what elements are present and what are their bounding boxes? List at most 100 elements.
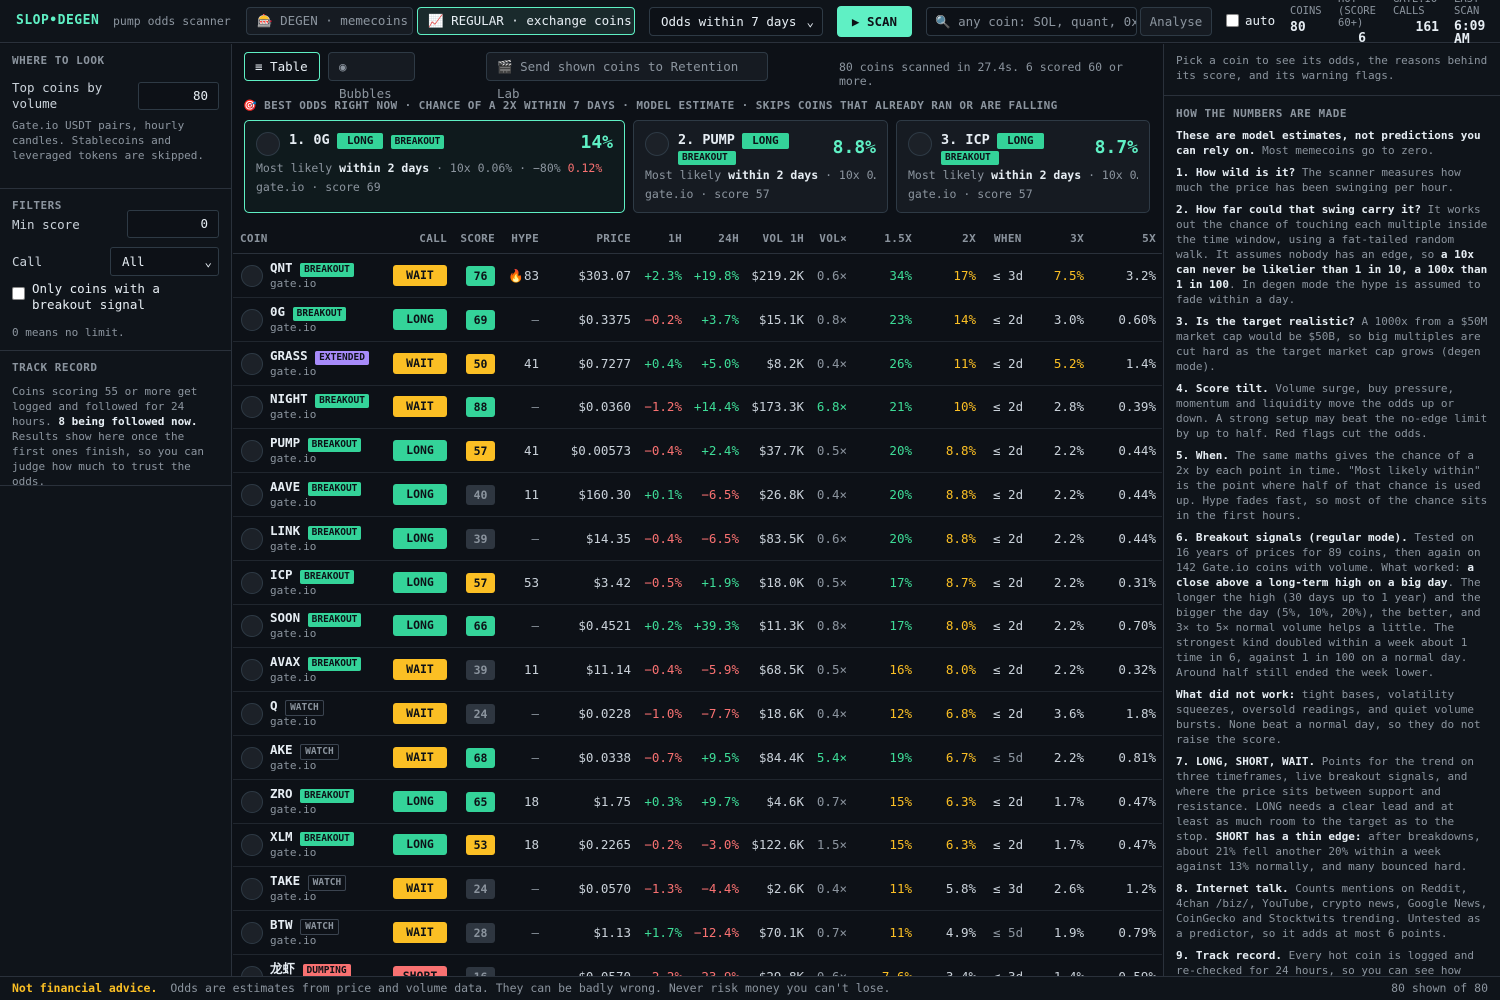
- column-header[interactable]: 24H: [718, 232, 739, 245]
- score-badge: 88: [466, 397, 495, 418]
- coin-search-input[interactable]: 🔍 any coin: SOL, quant, 0x: [926, 7, 1137, 36]
- column-header[interactable]: CALL: [419, 232, 447, 245]
- scan-summary: 80 coins scanned in 27.4s. 6 scored 60 o…: [839, 60, 1123, 88]
- auto-checkbox[interactable]: [1226, 14, 1239, 27]
- coin-symbol: GRASS: [270, 347, 308, 363]
- column-header[interactable]: SCORE: [460, 232, 495, 245]
- column-header[interactable]: VOL×: [819, 232, 847, 245]
- table-row[interactable]: AVAX BREAKOUT gate.io WAIT 39 11 $11.14 −0.4% −…: [233, 648, 1162, 693]
- scan-button[interactable]: ▶ SCAN: [837, 6, 912, 37]
- coin-avatar: [241, 703, 263, 725]
- column-header[interactable]: 1.5X: [884, 232, 912, 245]
- table-row[interactable]: QNT BREAKOUT gate.io WAIT 76 🔥83 $303.07 +2.3%…: [233, 254, 1162, 298]
- mode-regular-button[interactable]: 📈 REGULAR · exchange coins: [417, 7, 635, 35]
- mode-degen-button[interactable]: 🎰 DEGEN · memecoins: [246, 7, 413, 35]
- breakout-only-checkbox[interactable]: [12, 287, 25, 300]
- odds-5x: 0.70%: [1118, 618, 1156, 634]
- call-badge: LONG: [393, 834, 447, 856]
- table-row[interactable]: ZRO BREAKOUT gate.io LONG 65 18 $1.75 +0.3% +9.…: [233, 780, 1162, 824]
- coin-avatar: [241, 878, 263, 901]
- odds-5x: 0.44%: [1118, 443, 1156, 459]
- price-value: $0.4521: [578, 618, 631, 634]
- call-filter-select[interactable]: All ⌄: [110, 247, 219, 276]
- table-row[interactable]: NIGHT BREAKOUT gate.io WAIT 88 — $0.0360 −1.2%…: [233, 385, 1162, 430]
- volume-1h: $18.0K: [758, 574, 804, 590]
- when-value: ≤ 2d: [993, 574, 1024, 590]
- when-value: ≤ 3d: [993, 955, 1023, 976]
- view-bubbles-button[interactable]: ◉ Bubbles: [328, 52, 415, 101]
- stat-gate-calls-label: GATE.IO CALLS: [1393, 0, 1437, 17]
- analyse-button[interactable]: Analyse: [1140, 7, 1212, 36]
- table-row[interactable]: LINK BREAKOUT gate.io LONG 39 — $14.35 −0.4% −6…: [233, 517, 1162, 561]
- table-row[interactable]: BTW WATCH gate.io WAIT 28 — $1.13 +1.7% −12.4% $…: [233, 911, 1162, 955]
- odds-3x: 1.7%: [1053, 793, 1084, 809]
- where-note: Gate.io USDT pairs, hourly candles. Stab…: [12, 119, 205, 162]
- when-value: ≤ 5d: [993, 925, 1024, 940]
- table-row[interactable]: Q WATCH gate.io WAIT 24 — $0.0228 −1.0% −7.7% $1…: [233, 692, 1162, 736]
- card-signal-tag: BREAKOUT: [678, 151, 736, 165]
- info-p0: These are model estimates, not predictio…: [1176, 129, 1481, 157]
- table-row[interactable]: 龙虾 DUMPINGgate.ioSHORT16—$0.0570−2.2%−23…: [233, 955, 1162, 976]
- best-odds-card[interactable]: 2. PUMP LONG BREAKOUT 8.8% Most likely wit…: [633, 120, 888, 213]
- table-row[interactable]: PUMP BREAKOUT gate.io LONG 57 41 $0.00573 −0.4…: [233, 429, 1162, 474]
- change-24h: +1.9%: [701, 574, 739, 590]
- search-placeholder: any coin: SOL, quant, 0x: [958, 14, 1137, 29]
- coin-symbol: 龙虾: [270, 960, 296, 976]
- odds-window-select[interactable]: Odds within 7 days ⌄: [649, 7, 823, 36]
- odds-2x: 8.8%: [945, 487, 976, 502]
- coin-symbol-cell: AKE WATCH: [270, 742, 339, 760]
- coin-exchange: gate.io: [270, 934, 317, 947]
- score-badge: 39: [466, 660, 495, 681]
- column-header[interactable]: VOL 1H: [762, 232, 804, 245]
- send-retention-button[interactable]: 🎬 Send shown coins to Retention Lab: [486, 52, 768, 101]
- odds-3x: 2.2%: [1053, 574, 1084, 590]
- top-coins-input[interactable]: 80: [138, 82, 219, 110]
- table-row[interactable]: GRASS EXTENDED gate.io WAIT 50 41 $0.7277 +0.4…: [233, 342, 1162, 386]
- call-badge: WAIT: [393, 746, 447, 768]
- column-header[interactable]: 2X: [962, 232, 976, 245]
- coin-exchange: gate.io: [270, 539, 317, 553]
- coin-avatar: [241, 440, 263, 463]
- odds-5x: 0.47%: [1118, 793, 1156, 809]
- column-header[interactable]: 5X: [1142, 232, 1156, 245]
- signal-tag: BREAKOUT: [315, 394, 369, 409]
- table-row[interactable]: XLM BREAKOUT gate.io LONG 53 18 $0.2265 −0.2% −…: [233, 823, 1162, 868]
- column-header[interactable]: WHEN: [994, 232, 1022, 245]
- footer-warning: Not financial advice.: [12, 981, 158, 995]
- call-badge: LONG: [393, 615, 447, 637]
- best-odds-card[interactable]: 1. 0G LONG BREAKOUT 14% Most likely within…: [244, 120, 625, 213]
- table-row[interactable]: 0G BREAKOUT gate.io LONG 69 — $0.3375 −0.2% +3.…: [233, 298, 1162, 342]
- table-row[interactable]: AAVE BREAKOUT gate.io LONG 40 11 $160.30 +0.1%…: [233, 473, 1162, 517]
- price-value: $11.14: [585, 662, 631, 678]
- table-row[interactable]: TAKE WATCH gate.io WAIT 24 — $0.0570 −1.3% −4.4…: [233, 867, 1162, 912]
- signal-tag: BREAKOUT: [307, 613, 362, 628]
- price-value: $0.7277: [578, 355, 631, 371]
- odds-3x: 1.9%: [1053, 925, 1084, 940]
- call-badge: LONG: [393, 571, 447, 593]
- breakout-only-filter[interactable]: Only coins with a breakout signal: [12, 281, 212, 313]
- table-row[interactable]: ICP BREAKOUT gate.io LONG 57 53 $3.42 −0.5% +1.…: [233, 561, 1162, 605]
- stat-coins-label: COINS: [1290, 5, 1322, 17]
- best-odds-card[interactable]: 3. ICP LONG BREAKOUT 8.7% Most likely with…: [896, 120, 1150, 213]
- table-row[interactable]: AKE WATCH gate.io WAIT 68 — $0.0338 −0.7% +9.5%…: [233, 736, 1162, 780]
- volume-multiple: 0.5×: [816, 662, 847, 678]
- min-score-input[interactable]: 0: [127, 210, 219, 238]
- info-intro: Pick a coin to see its odds, the reasons…: [1164, 44, 1500, 96]
- column-header[interactable]: 3X: [1070, 232, 1084, 245]
- view-table-button[interactable]: ≡ Table: [244, 52, 320, 81]
- odds-2x: 8.8%: [945, 530, 976, 546]
- card-likely: Most likely within 2 days · 10x 0.06% · …: [256, 161, 603, 175]
- odds-5x: 0.44%: [1118, 530, 1156, 546]
- call-badge: SHORT: [393, 965, 447, 976]
- table-row[interactable]: SOON BREAKOUT gate.io LONG 66 — $0.4521 +0.2% +…: [233, 604, 1162, 649]
- volume-1h: $26.8K: [758, 487, 804, 502]
- column-header[interactable]: 1H: [668, 232, 682, 245]
- card-signal-tag: BREAKOUT: [390, 135, 445, 149]
- column-header[interactable]: COIN: [240, 232, 268, 245]
- column-header[interactable]: HYPE: [511, 232, 539, 245]
- change-24h: −3.0%: [701, 837, 739, 853]
- stat-hot-label: HOT (SCORE 60+): [1338, 0, 1376, 29]
- column-header[interactable]: PRICE: [596, 232, 631, 245]
- auto-toggle[interactable]: auto: [1226, 13, 1275, 28]
- coin-exchange: gate.io: [270, 802, 317, 816]
